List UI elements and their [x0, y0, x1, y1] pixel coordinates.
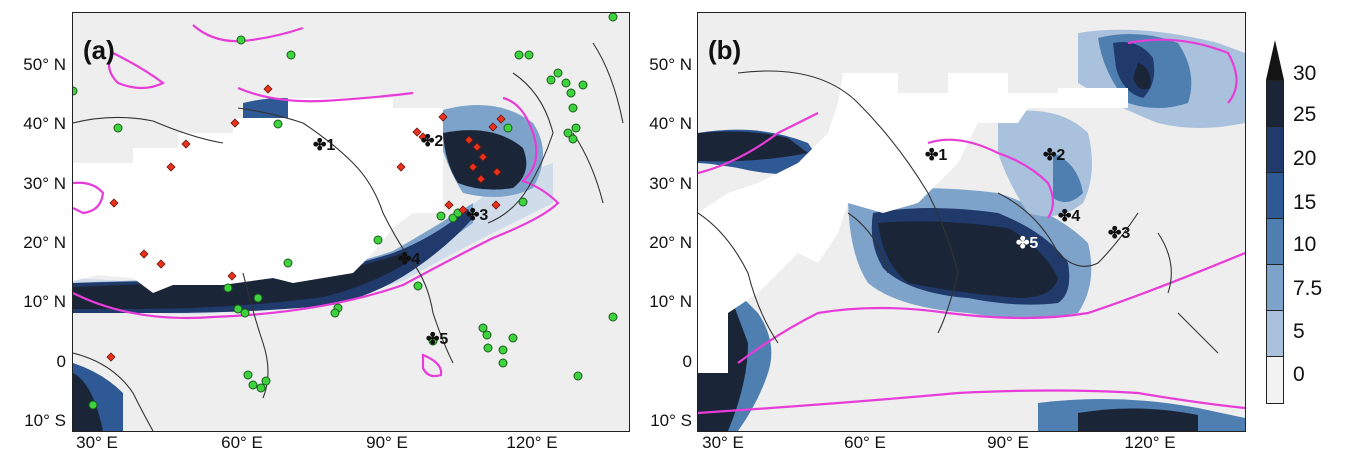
map-b-canvas: [698, 29, 1245, 431]
x-tick-b-90e: 90° E: [987, 433, 1029, 452]
y-tick-a-10s: 10° S: [24, 411, 66, 430]
site-marker-1: ✤1: [925, 147, 948, 164]
panel-label-a: (a): [83, 35, 115, 65]
y-tick-a-50n: 50° N: [23, 55, 66, 74]
colorbar-label-15: 15: [1293, 191, 1317, 214]
y-tick-a-20n: 20° N: [23, 233, 66, 252]
colorbar-label-0: 0: [1293, 363, 1305, 386]
site-label: 2: [1056, 147, 1066, 164]
y-tick-b-0: 0: [682, 352, 692, 371]
map-panel-b: (b) ✤1 ✤2 ✤3 ✤4 ✤5: [697, 12, 1246, 432]
y-tick-b-20n: 20° N: [649, 233, 692, 252]
x-tick-a-30e: 30° E: [76, 433, 118, 452]
site-marker-1: ✤1: [313, 137, 336, 154]
site-marker-2: ✤2: [1043, 147, 1066, 164]
y-tick-b-10s: 10° S: [650, 411, 692, 430]
site-marker-5: ✤5: [1016, 235, 1039, 252]
site-label: 4: [411, 251, 421, 268]
y-tick-b-10n: 10° N: [649, 292, 692, 311]
colorbar-label-7.5: 7.5: [1293, 277, 1323, 300]
colorbar-label-10: 10: [1293, 233, 1317, 256]
colorbar-segments: [1266, 80, 1284, 404]
y-tick-a-10n: 10° N: [23, 292, 66, 311]
x-tick-b-60e: 60° E: [844, 433, 886, 452]
site-label: 1: [938, 147, 948, 164]
colorbar-label-5: 5: [1293, 320, 1305, 343]
x-tick-b-120e: 120° E: [1124, 433, 1176, 452]
y-tick-a-0: 0: [56, 352, 66, 371]
x-tick-b-30e: 30° E: [702, 433, 744, 452]
x-tick-a-90e: 90° E: [366, 433, 408, 452]
site-label: 2: [434, 133, 444, 150]
site-marker-2: ✤2: [421, 133, 444, 150]
x-tick-a-60e: 60° E: [221, 433, 263, 452]
site-marker-5: ✤5: [426, 331, 449, 348]
y-tick-b-50n: 50° N: [649, 55, 692, 74]
x-tick-a-120e: 120° E: [506, 433, 558, 452]
site-marker-3: ✤3: [466, 207, 489, 224]
colorbar-label-25: 25: [1293, 103, 1317, 126]
colorbar-label-20: 20: [1293, 147, 1317, 170]
site-marker-4: ✤4: [1058, 208, 1081, 225]
y-tick-b-40n: 40° N: [649, 114, 692, 133]
colorbar-seg-10-15: [1266, 218, 1284, 265]
colorbar-seg-0-5: [1266, 356, 1284, 404]
site-label: 5: [1029, 235, 1039, 252]
site-marker-3: ✤3: [1108, 225, 1131, 242]
colorbar-seg-15-20: [1266, 172, 1284, 219]
y-tick-b-30n: 30° N: [649, 174, 692, 193]
map-panel-a: (a) ✤1 ✤2 ✤3 ✤4 ✤5: [72, 12, 630, 432]
colorbar-seg-25-30: [1266, 80, 1284, 127]
colorbar-seg-5-7.5: [1266, 310, 1284, 357]
colorbar-seg-20-25: [1266, 126, 1284, 173]
panel-label-b: (b): [708, 35, 742, 65]
colorbar-seg-7.5-10: [1266, 264, 1284, 311]
site-label: 5: [439, 331, 449, 348]
map-a-canvas: [73, 13, 624, 431]
colorbar-arrow: [1266, 40, 1284, 80]
y-tick-a-40n: 40° N: [23, 114, 66, 133]
site-label: 3: [1121, 225, 1131, 242]
site-label: 4: [1071, 208, 1081, 225]
colorbar-label-30: 30: [1293, 62, 1317, 85]
y-tick-a-30n: 30° N: [23, 174, 66, 193]
site-label: 1: [326, 137, 336, 154]
site-label: 3: [479, 207, 489, 224]
site-marker-4: ✤4: [398, 251, 421, 268]
